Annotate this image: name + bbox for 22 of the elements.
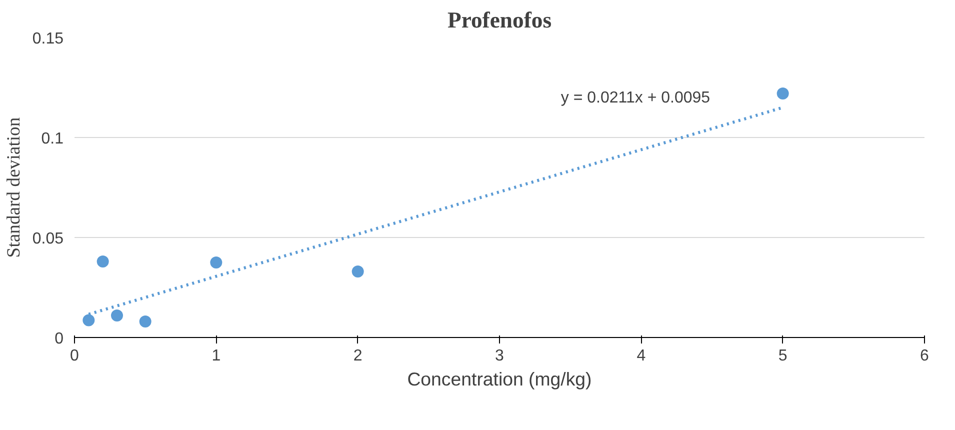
point bbox=[111, 310, 123, 322]
y-axis-title: Standard deviation bbox=[3, 116, 24, 258]
x-tick-label: 1 bbox=[212, 348, 221, 364]
x-tick-label: 3 bbox=[495, 348, 504, 364]
y-tick-label: 0.15 bbox=[32, 30, 64, 48]
point bbox=[96, 256, 109, 268]
point bbox=[352, 266, 364, 278]
y-tick-label: 0 bbox=[54, 330, 64, 348]
y-tick-label: 0.05 bbox=[32, 230, 64, 248]
chart-title: Profenofos bbox=[447, 8, 552, 32]
point bbox=[139, 316, 152, 328]
x-tick-label: 6 bbox=[920, 348, 930, 364]
x-tick-label: 4 bbox=[636, 348, 646, 364]
y-tick-label: 0.1 bbox=[41, 130, 64, 148]
x-axis-title: Concentration (mg/kg) bbox=[407, 368, 592, 390]
point bbox=[210, 256, 222, 268]
x-tick-label: 5 bbox=[778, 348, 788, 364]
annotation: y = 0.0211x + 0.0095 bbox=[560, 90, 710, 106]
x-tick-label: 0 bbox=[70, 348, 80, 364]
point bbox=[776, 88, 789, 100]
x-tick-label: 2 bbox=[353, 348, 362, 364]
point bbox=[82, 314, 95, 326]
